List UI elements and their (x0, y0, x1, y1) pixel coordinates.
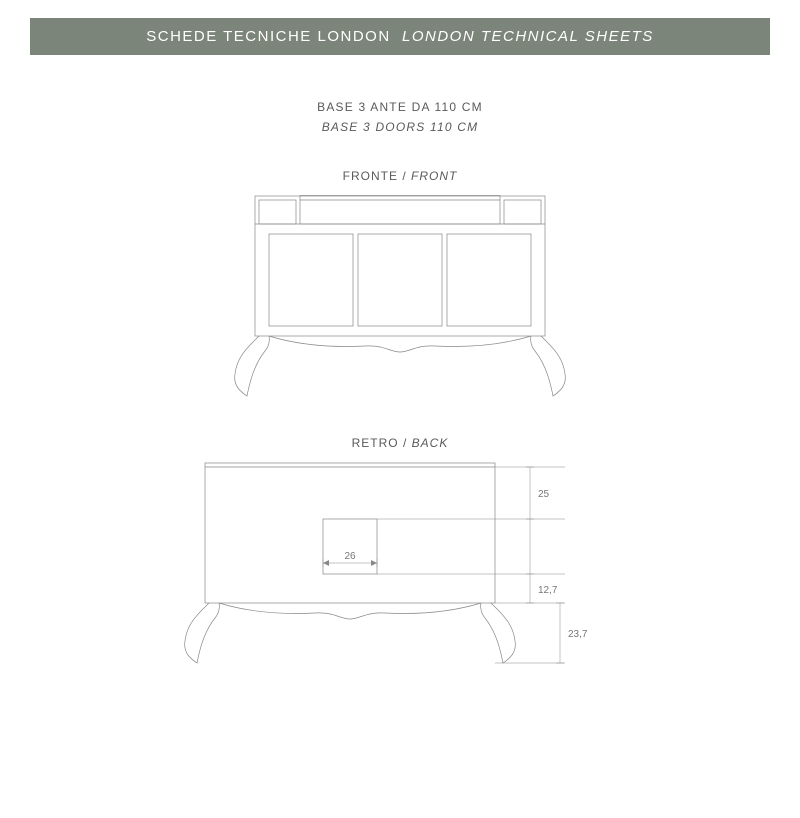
back-label-it: RETRO (352, 436, 399, 450)
header-bar: SCHEDE TECNICHE LONDON LONDON TECHNICAL … (30, 18, 770, 55)
back-label-en: BACK (412, 436, 449, 450)
back-drawing: 26 25 12,7 23,7 (0, 458, 800, 673)
product-title-it: BASE 3 ANTE DA 110 CM (0, 100, 800, 114)
product-title-block: BASE 3 ANTE DA 110 CM BASE 3 DOORS 110 C… (0, 100, 800, 134)
front-view-label: FRONTE / FRONT (0, 169, 800, 183)
front-label-it: FRONTE (343, 169, 398, 183)
back-view-label: RETRO / BACK (0, 436, 800, 450)
header-title-it: SCHEDE TECNICHE LONDON (146, 28, 390, 45)
dim-back-mid: 12,7 (538, 585, 558, 596)
front-label-en: FRONT (411, 169, 457, 183)
dim-cutout-width: 26 (344, 551, 356, 562)
dim-back-bottom: 23,7 (568, 629, 588, 640)
header-title-en: LONDON TECHNICAL SHEETS (402, 28, 654, 45)
product-title-en: BASE 3 DOORS 110 CM (0, 120, 800, 134)
front-drawing (0, 191, 800, 401)
dim-back-top: 25 (538, 489, 550, 500)
